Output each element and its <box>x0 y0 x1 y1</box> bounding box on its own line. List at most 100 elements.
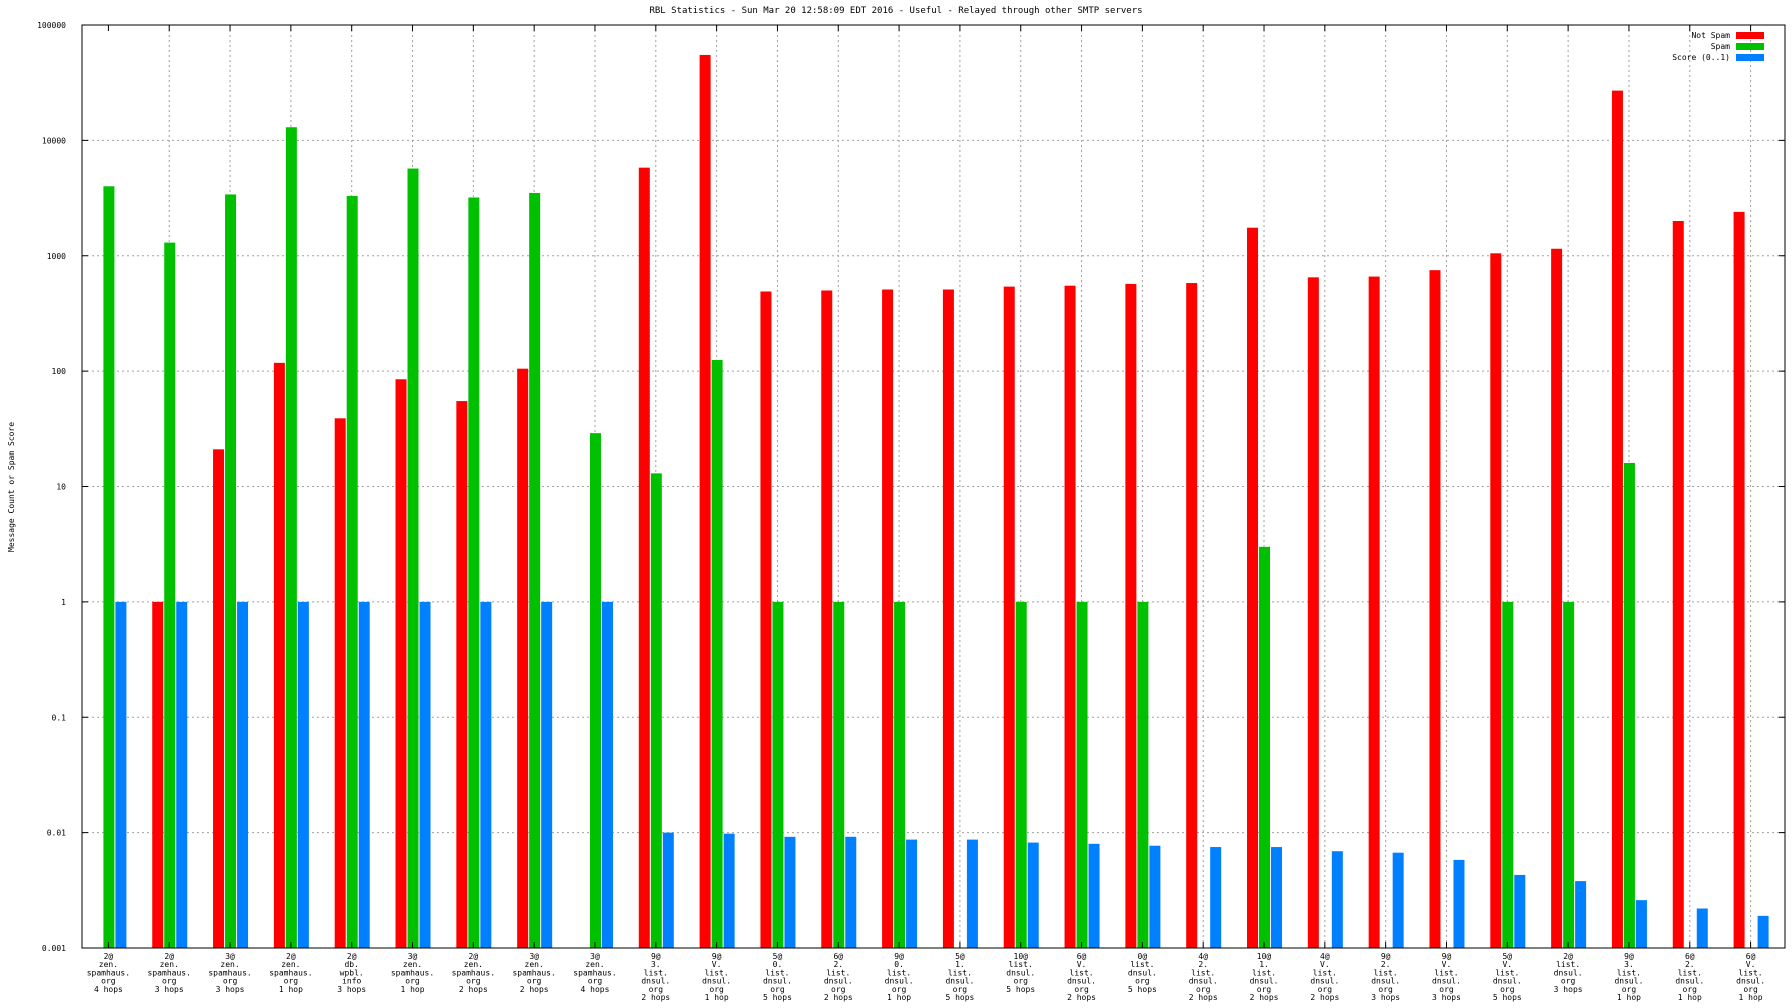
x-tick-label-line: 10@ <box>1257 952 1272 961</box>
y-tick-label: 0.001 <box>42 944 66 953</box>
x-tick-label-line: dnsul. <box>1067 977 1096 986</box>
x-tick-label-line: 2 hops <box>1189 993 1218 1002</box>
x-tick-label-line: V. <box>712 960 722 969</box>
x-tick-label-line: dnsul. <box>1189 977 1218 986</box>
bar-score-0-1 <box>1027 842 1039 948</box>
bar-spam <box>833 601 845 948</box>
x-tick-label-line: zen. <box>99 960 118 969</box>
x-tick-label: 3@ zen. spamhaus. org 2 hops <box>512 952 555 994</box>
bar-score-0-1 <box>237 601 249 948</box>
x-tick-label-line: 2@ <box>1563 952 1573 961</box>
x-tick-label: 6@ V. list. dnsul. org 1 hop <box>1736 952 1765 1002</box>
x-tick-label: 2@ zen. spamhaus. org 3 hops <box>148 952 191 994</box>
bar-spam <box>1502 601 1514 948</box>
x-tick-label: 9@ V. list. dnsul. org 1 hop <box>702 952 731 1002</box>
x-tick-label-line: db. <box>344 960 358 969</box>
x-tick-label-line: dnsul. <box>1614 977 1643 986</box>
bar-score-0-1 <box>541 601 553 948</box>
x-tick-label-line: org <box>162 977 177 986</box>
x-tick-label-line: dnsul. <box>763 977 792 986</box>
bar-score-0-1 <box>480 601 492 948</box>
bar-score-0-1 <box>1453 859 1465 948</box>
x-tick-label-line: list. <box>1130 960 1154 969</box>
x-tick-label-line: 6@ <box>1746 952 1756 961</box>
y-tick-label: 0.01 <box>47 829 66 838</box>
bar-score-0-1 <box>1757 915 1769 948</box>
bar-not-spam <box>1064 285 1076 948</box>
bar-not-spam <box>1551 248 1563 948</box>
x-tick-label-line: 5 hops <box>1006 985 1035 994</box>
x-tick-label-line: zen. <box>585 960 604 969</box>
x-tick-label-line: 6@ <box>1685 952 1695 961</box>
bar-not-spam <box>1003 286 1015 948</box>
x-tick-label-line: list. <box>1070 968 1094 977</box>
bar-not-spam <box>821 290 833 948</box>
x-tick-label: 2@ zen. spamhaus. org 4 hops <box>87 952 130 994</box>
x-tick-label-line: 4 hops <box>94 985 123 994</box>
x-tick-label-line: 3 hops <box>337 985 366 994</box>
x-tick-label: 5@ 1. list. dnsul. org 5 hops <box>945 952 974 1002</box>
x-tick-label-line: 1. <box>1259 960 1269 969</box>
x-tick-label-line: org <box>223 977 238 986</box>
bar-score-0-1 <box>1149 845 1161 948</box>
x-tick-label-line: list. <box>1617 968 1641 977</box>
x-tick-label-line: 0@ <box>1138 952 1148 961</box>
x-tick-label-line: org <box>1500 985 1515 994</box>
x-tick-label-line: 0. <box>894 960 904 969</box>
x-tick-label-line: 2 hops <box>1250 993 1279 1002</box>
x-tick-label: 5@ 0. list. dnsul. org 5 hops <box>763 952 792 1002</box>
x-tick-label-line: dnsul. <box>1371 977 1400 986</box>
x-tick-label-line: 1 hop <box>1739 993 1763 1002</box>
bar-score-0-1 <box>784 836 796 948</box>
bar-score-0-1 <box>601 601 613 948</box>
x-tick-label-line: 5 hops <box>763 993 792 1002</box>
x-tick-label-line: 3 hops <box>155 985 184 994</box>
bar-not-spam <box>1186 283 1198 948</box>
x-tick-label-line: 5@ <box>773 952 783 961</box>
bar-spam <box>468 197 480 948</box>
x-tick-label-line: spamhaus. <box>512 968 555 977</box>
bar-score-0-1 <box>358 601 370 948</box>
x-tick-label-line: list. <box>1495 968 1519 977</box>
x-tick-label-line: wpbl. <box>340 968 364 977</box>
x-tick-label-line: V. <box>1320 960 1330 969</box>
x-tick-label-line: 2. <box>833 960 843 969</box>
x-tick-label-line: dnsul. <box>1736 977 1765 986</box>
x-tick-label-line: 2@ <box>286 952 296 961</box>
x-tick-label: 6@ 2. list. dnsul. org 2 hops <box>824 952 853 1002</box>
bar-score-0-1 <box>419 601 431 948</box>
x-tick-label-line: list. <box>1191 968 1215 977</box>
y-tick-label: 10 <box>56 483 66 492</box>
x-tick-label-line: dnsul. <box>641 977 670 986</box>
bar-not-spam <box>699 54 711 949</box>
x-tick-label-line: info <box>342 977 361 986</box>
x-tick-label-line: list. <box>765 968 789 977</box>
bar-score-0-1 <box>1635 900 1647 948</box>
x-tick-label-line: 0. <box>773 960 783 969</box>
x-tick-label-line: 5@ <box>955 952 965 961</box>
x-tick-label: 9@ 2. list. dnsul. org 3 hops <box>1371 952 1400 1002</box>
bar-spam <box>1563 601 1575 948</box>
legend-swatch <box>1736 32 1764 39</box>
y-ticks: 100000 10000 1000 100 10 1 0.1 0.01 0.001 <box>37 21 1785 953</box>
bar-spam <box>225 194 237 949</box>
bar-not-spam <box>1672 221 1684 948</box>
x-tick-label-line: org <box>1318 985 1333 994</box>
bar-score-0-1 <box>966 839 978 948</box>
x-tick-label-line: spamhaus. <box>452 968 495 977</box>
x-tick-label-line: list. <box>948 968 972 977</box>
x-tick-label-line: spamhaus. <box>573 968 616 977</box>
bar-score-0-1 <box>1514 874 1526 948</box>
bar-spam <box>346 195 358 948</box>
y-tick-label: 100000 <box>37 21 66 30</box>
x-tick-label-line: 4 hops <box>581 985 610 994</box>
x-tick-label-line: dnsul. <box>1432 977 1461 986</box>
x-tick-label-line: dnsul. <box>1554 968 1583 977</box>
x-tick-label-line: 9@ <box>712 952 722 961</box>
x-tick-label: 5@ V. list. dnsul. org 5 hops <box>1493 952 1522 1002</box>
x-tick-label-line: 9@ <box>1381 952 1391 961</box>
x-tick-label-line: zen. <box>281 960 300 969</box>
x-tick-label-line: V. <box>1077 960 1087 969</box>
bar-not-spam <box>517 368 529 948</box>
